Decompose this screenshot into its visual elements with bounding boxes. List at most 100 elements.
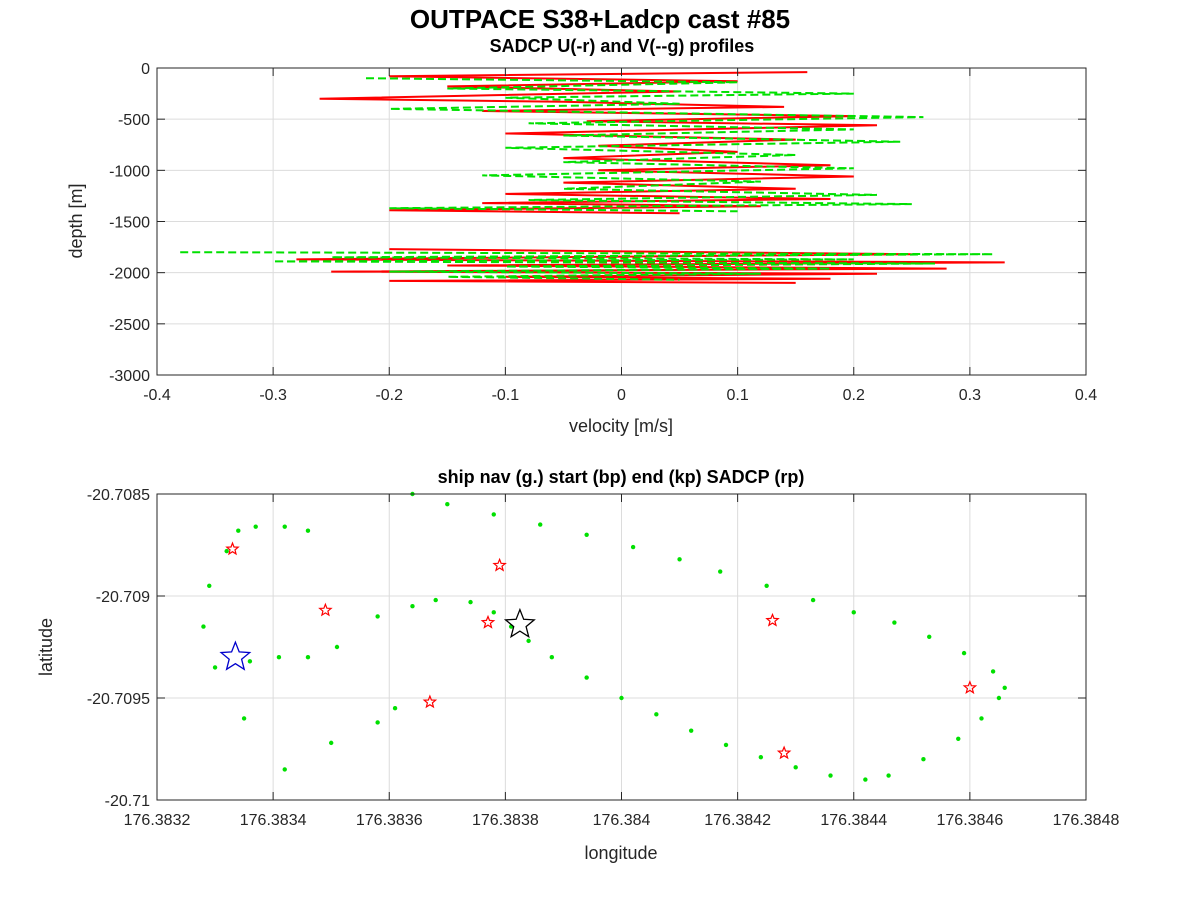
x-tick-label: 0.3 bbox=[959, 387, 981, 404]
sadcp-star bbox=[225, 541, 240, 556]
start-star bbox=[219, 640, 252, 671]
ship-nav-point bbox=[979, 716, 984, 721]
ship-nav-point bbox=[491, 610, 496, 615]
y-tick-label: -20.7095 bbox=[87, 691, 150, 708]
sadcp-star bbox=[480, 614, 496, 629]
x-tick-label: 176.3846 bbox=[937, 812, 1004, 829]
ship-nav-point bbox=[201, 624, 206, 629]
ship-nav-point bbox=[224, 548, 229, 554]
sadcp-star bbox=[422, 694, 438, 709]
ship-nav-point bbox=[764, 583, 769, 588]
y-tick-label: -3000 bbox=[109, 368, 150, 385]
x-tick-label: -0.2 bbox=[375, 387, 403, 404]
x-tick-label: 176.384 bbox=[593, 812, 651, 829]
ship-nav-point bbox=[758, 754, 764, 760]
ship-nav-point bbox=[247, 659, 253, 664]
x-tick-label: 176.3848 bbox=[1053, 812, 1120, 829]
sadcp-star bbox=[492, 557, 507, 572]
y-tick-label: -2000 bbox=[109, 266, 150, 283]
x-tick-label: 176.3844 bbox=[820, 812, 887, 829]
ship-nav-point bbox=[433, 597, 438, 603]
ship-nav-point bbox=[810, 597, 816, 603]
velocity-grid bbox=[156, 67, 1087, 376]
ship-nav-point bbox=[282, 524, 287, 529]
nav-ticks: 176.3832 176.3834 176.3836 176.3838 176.384 1… bbox=[87, 487, 1120, 829]
ship-nav-point bbox=[793, 765, 798, 770]
sadcp-star bbox=[962, 680, 978, 695]
ship-nav-point bbox=[956, 736, 961, 741]
ship-nav-point bbox=[828, 773, 833, 778]
x-tick-label: -0.1 bbox=[492, 387, 520, 404]
ship-nav-point bbox=[236, 528, 241, 533]
ship-nav-point bbox=[630, 544, 636, 550]
sadcp-star bbox=[765, 612, 780, 627]
velocity-profile-panel: SADCP U(-r) and V(--g) profiles -0.4 -0.3… bbox=[66, 36, 1097, 436]
sadcp-star bbox=[318, 602, 333, 617]
x-tick-label: 176.3834 bbox=[240, 812, 307, 829]
ship-nav-point bbox=[305, 655, 311, 660]
nav-panel-title: ship nav (g.) start (bp) end (kp) SADCP … bbox=[438, 467, 805, 487]
v-profile-line bbox=[365, 77, 924, 213]
ship-nav-point bbox=[654, 712, 659, 717]
ship-nav-point bbox=[276, 655, 282, 660]
ship-nav-point bbox=[677, 557, 682, 562]
ship-nav-point bbox=[886, 773, 891, 778]
velocity-panel-title: SADCP U(-r) and V(--g) profiles bbox=[490, 36, 755, 56]
nav-grid bbox=[156, 493, 1087, 801]
velocity-series bbox=[180, 71, 1005, 284]
y-tick-label: -500 bbox=[118, 112, 150, 129]
ship-nav-point bbox=[921, 757, 926, 762]
y-tick-label: 0 bbox=[141, 61, 150, 78]
ship-nav-point bbox=[718, 569, 723, 574]
y-tick-label: -1500 bbox=[109, 215, 150, 232]
nav-series bbox=[201, 491, 1007, 782]
x-tick-label: 0.4 bbox=[1075, 387, 1097, 404]
u-profile-line bbox=[319, 71, 878, 215]
ship-nav-point bbox=[212, 665, 218, 670]
x-tick-label: 0 bbox=[617, 387, 626, 404]
x-tick-label: 176.3842 bbox=[704, 812, 771, 829]
ship-nav-point bbox=[392, 706, 398, 711]
ship-nav-point bbox=[445, 502, 450, 507]
ship-nav-point bbox=[491, 512, 496, 517]
ship-nav-point bbox=[375, 614, 380, 619]
ship-nav-point bbox=[538, 522, 543, 527]
ship-nav-point bbox=[851, 610, 856, 615]
x-tick-label: -0.4 bbox=[143, 387, 171, 404]
y-tick-label: -20.71 bbox=[105, 793, 150, 810]
y-tick-label: -20.7085 bbox=[87, 487, 150, 504]
ship-nav-point bbox=[892, 620, 897, 625]
ship-nav-point bbox=[334, 644, 340, 650]
ship-nav-point bbox=[927, 634, 932, 639]
ship-nav-point bbox=[328, 740, 334, 746]
figure-title: OUTPACE S38+Ladcp cast #85 bbox=[410, 4, 790, 34]
ship-nav-point bbox=[526, 638, 531, 644]
y-tick-label: -1000 bbox=[109, 163, 150, 180]
ship-nav-point bbox=[723, 742, 729, 748]
x-tick-label: 0.2 bbox=[843, 387, 865, 404]
ship-nav-point bbox=[282, 767, 287, 772]
ship-nav-point bbox=[468, 599, 473, 605]
ship-nav-point bbox=[990, 669, 996, 674]
ship-nav-point bbox=[619, 695, 624, 701]
end-star bbox=[503, 607, 536, 639]
x-tick-label: -0.3 bbox=[259, 387, 287, 404]
ship-nav-point bbox=[207, 583, 212, 588]
sadcp-star bbox=[776, 745, 792, 760]
velocity-xlabel: velocity [m/s] bbox=[569, 416, 673, 436]
ship-nav-point bbox=[410, 604, 415, 609]
x-tick-label: 176.3836 bbox=[356, 812, 423, 829]
ship-nav-point bbox=[305, 528, 311, 533]
ship-nav-point bbox=[996, 695, 1002, 701]
y-tick-label: -20.709 bbox=[96, 589, 150, 606]
ship-nav-point bbox=[1002, 685, 1007, 690]
x-tick-label: 176.3838 bbox=[472, 812, 539, 829]
x-tick-label: 0.1 bbox=[727, 387, 749, 404]
ship-nav-panel: ship nav (g.) start (bp) end (kp) SADCP … bbox=[36, 467, 1119, 863]
ship-nav-point bbox=[584, 675, 589, 680]
y-tick-label: -2500 bbox=[109, 317, 150, 334]
ship-nav-point bbox=[961, 650, 967, 656]
ship-nav-point bbox=[375, 720, 380, 725]
nav-xlabel: longitude bbox=[584, 843, 657, 863]
